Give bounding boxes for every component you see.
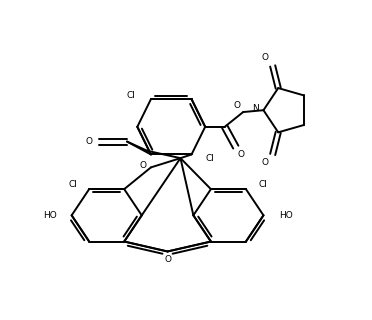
Text: HO: HO <box>279 211 293 220</box>
Text: Cl: Cl <box>68 180 77 189</box>
Text: O: O <box>238 150 245 159</box>
Text: HO: HO <box>43 211 57 220</box>
Text: O: O <box>86 137 93 146</box>
Text: Cl: Cl <box>258 180 267 189</box>
Text: O: O <box>262 53 269 62</box>
Text: Cl: Cl <box>206 154 214 163</box>
Text: O: O <box>164 255 171 264</box>
Text: O: O <box>140 161 146 170</box>
Text: N: N <box>252 104 259 113</box>
Text: O: O <box>233 101 240 110</box>
Text: O: O <box>262 158 269 167</box>
Text: Cl: Cl <box>126 91 135 100</box>
